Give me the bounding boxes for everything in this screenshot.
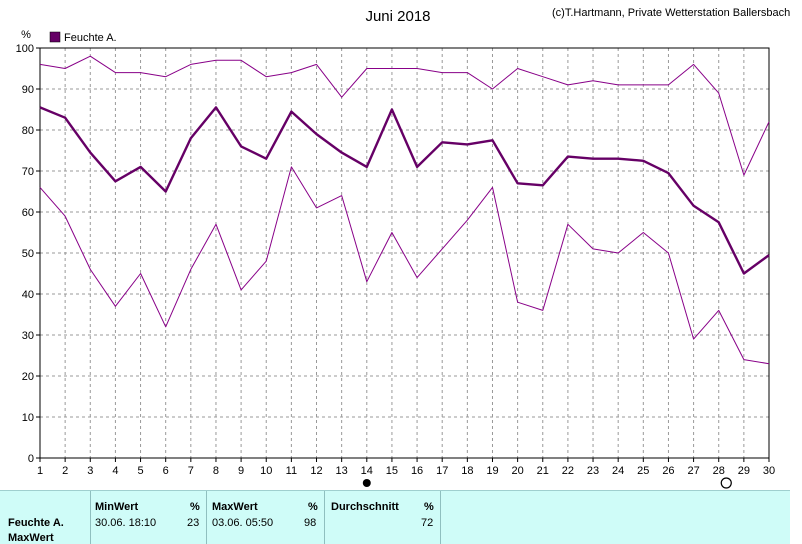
y-tick-label: 90 xyxy=(22,84,34,96)
max-value: 98 xyxy=(304,517,317,529)
x-tick-label: 5 xyxy=(137,465,143,477)
max-unit: % xyxy=(308,501,318,513)
x-tick-label: 28 xyxy=(713,465,725,477)
avg-value: 72 xyxy=(421,517,434,529)
x-tick-label: 13 xyxy=(336,465,348,477)
x-tick-label: 23 xyxy=(587,465,599,477)
footer-separator xyxy=(90,491,91,544)
y-tick-label: 100 xyxy=(16,43,34,55)
today-marker xyxy=(362,479,371,487)
footer-separator xyxy=(440,491,441,544)
x-tick-label: 29 xyxy=(738,465,750,477)
y-tick-label: 20 xyxy=(22,371,34,383)
summary-footer: Feuchte A. MaxWert MinWert % 30.06. 18:1… xyxy=(0,490,790,544)
legend-swatch xyxy=(49,31,61,43)
x-tick-label: 18 xyxy=(461,465,473,477)
max-header: MaxWert xyxy=(212,501,258,513)
x-tick-label: 2 xyxy=(62,465,68,477)
series-line-avg xyxy=(39,106,770,275)
footer-separator xyxy=(324,491,325,544)
y-tick-label: 80 xyxy=(22,125,34,137)
min-value: 23 xyxy=(187,517,200,529)
max-time: 03.06. 05:50 xyxy=(212,517,274,529)
x-tick-label: 25 xyxy=(637,465,649,477)
footer-separator xyxy=(206,491,207,544)
avg-unit: % xyxy=(424,501,434,513)
min-time: 30.06. 18:10 xyxy=(95,517,157,529)
x-tick-label: 8 xyxy=(213,465,219,477)
x-tick-label: 22 xyxy=(562,465,574,477)
x-tick-label: 1 xyxy=(37,465,43,477)
y-tick-label: 30 xyxy=(22,330,34,342)
footer-row-label: Feuchte A. xyxy=(8,517,64,529)
x-tick-label: 19 xyxy=(486,465,498,477)
series-line-min xyxy=(39,166,770,365)
y-tick-label: 50 xyxy=(22,248,34,260)
x-tick-label: 30 xyxy=(763,465,775,477)
min-unit: % xyxy=(190,501,200,513)
avg-header: Durchschnitt xyxy=(331,501,399,513)
copyright-text: (c)T.Hartmann, Private Wetterstation Bal… xyxy=(552,7,790,19)
legend-label: Feuchte A. xyxy=(64,32,117,44)
y-tick-label: 0 xyxy=(28,453,34,465)
x-tick-label: 9 xyxy=(238,465,244,477)
x-tick-label: 4 xyxy=(112,465,118,477)
open-marker xyxy=(720,477,732,489)
x-tick-label: 24 xyxy=(612,465,624,477)
series-line-max xyxy=(39,55,770,176)
x-tick-label: 26 xyxy=(662,465,674,477)
humidity-chart: Juni 2018 (c)T.Hartmann, Private Wetters… xyxy=(16,7,790,489)
x-tick-label: 10 xyxy=(260,465,272,477)
y-axis-unit: % xyxy=(21,29,31,41)
x-tick-label: 20 xyxy=(511,465,523,477)
x-tick-label: 12 xyxy=(310,465,322,477)
x-tick-label: 27 xyxy=(687,465,699,477)
y-tick-label: 10 xyxy=(22,412,34,424)
y-tick-label: 40 xyxy=(22,289,34,301)
legend: Feuchte A. xyxy=(49,31,117,44)
footer-row-label-2: MaxWert xyxy=(8,532,54,544)
y-tick-label: 70 xyxy=(22,166,34,178)
x-tick-label: 7 xyxy=(188,465,194,477)
x-tick-label: 6 xyxy=(163,465,169,477)
x-tick-label: 3 xyxy=(87,465,93,477)
chart-title: Juni 2018 xyxy=(365,8,430,25)
x-tick-label: 21 xyxy=(537,465,549,477)
min-header: MinWert xyxy=(95,501,139,513)
x-tick-label: 16 xyxy=(411,465,423,477)
x-tick-label: 11 xyxy=(286,465,297,477)
y-tick-label: 60 xyxy=(22,207,34,219)
x-tick-label: 15 xyxy=(386,465,398,477)
x-tick-label: 17 xyxy=(436,465,448,477)
x-tick-label: 14 xyxy=(361,465,373,477)
